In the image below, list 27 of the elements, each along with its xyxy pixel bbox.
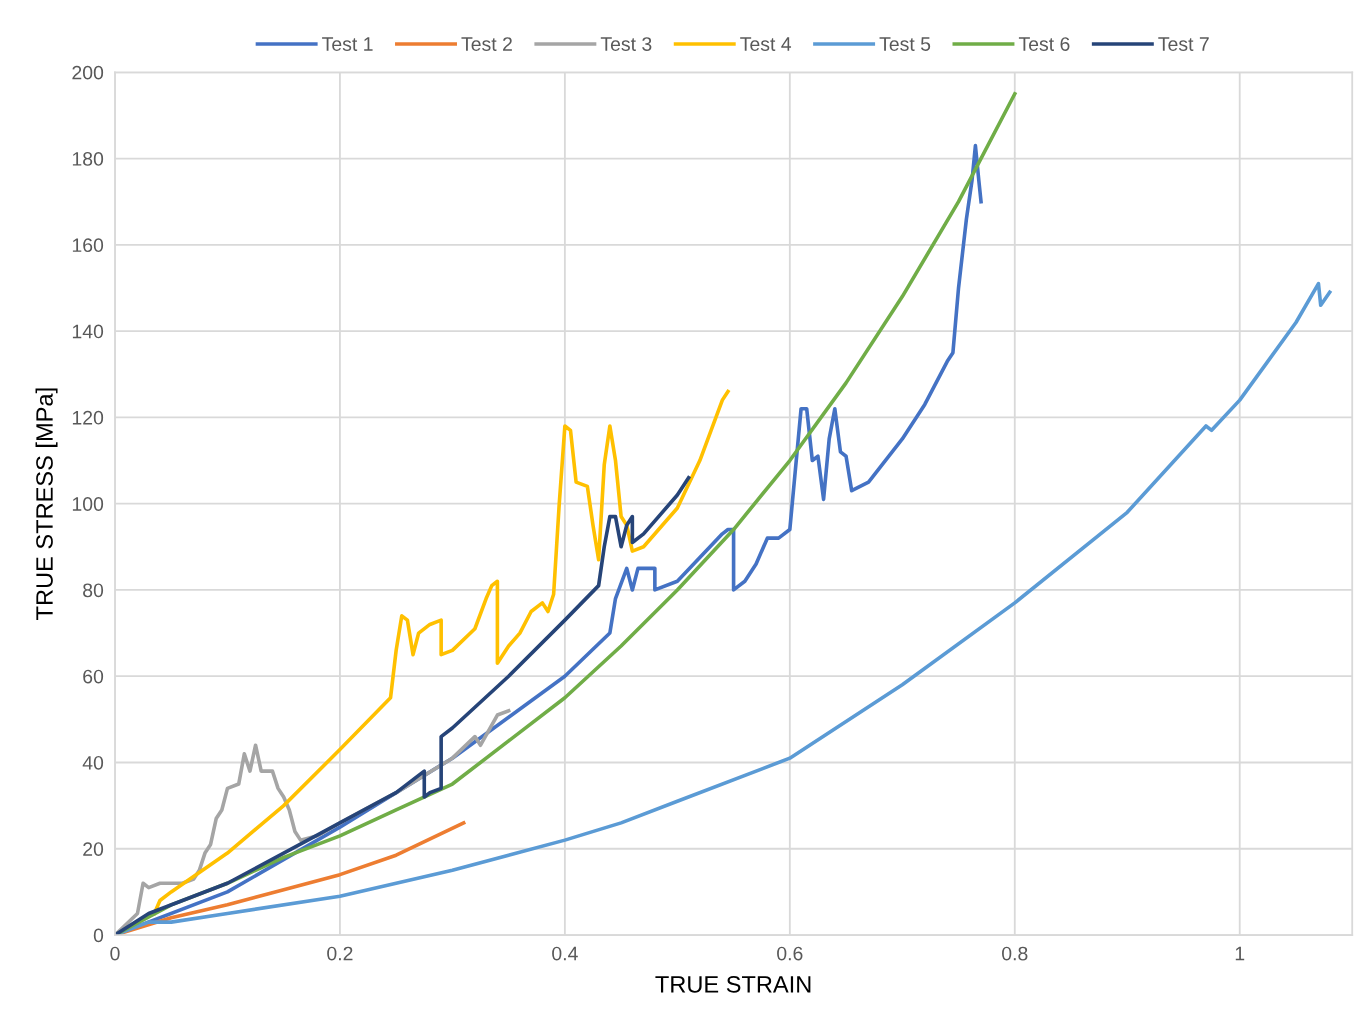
legend-label: Test 7 [1158,37,1209,51]
x-tick-label: 0.2 [327,946,353,961]
legend-label: Test 1 [322,37,373,51]
y-tick-label: 140 [72,324,104,339]
legend-label: Test 3 [600,37,652,51]
x-tick-label: 0.6 [777,946,803,961]
legend-label: Test 4 [740,37,792,51]
y-tick-label: 120 [72,410,104,425]
legend-label: Test 5 [879,37,931,51]
y-tick-label: 200 [72,65,104,80]
y-tick-label: 0 [93,928,104,943]
x-tick-label: 0 [110,946,120,961]
y-tick-label: 160 [72,238,104,253]
y-tick-label: 20 [83,842,104,856]
legend-label: Test 6 [1018,37,1070,51]
y-axis-title: TRUE STRESS [MPa] [35,388,58,620]
y-tick-label: 180 [72,152,104,166]
x-tick-label: 0.8 [1002,946,1028,961]
line-series [114,475,691,936]
legend-label: Test 2 [461,37,512,51]
y-tick-label: 100 [72,497,104,511]
y-tick-label: 80 [83,583,104,598]
y-tick-label: 60 [83,669,104,684]
x-tick-label: 0.4 [552,946,578,961]
x-axis-title: TRUE STRAIN [655,976,811,993]
y-tick-label: 40 [82,755,104,770]
x-tick-label: 1 [1235,946,1245,961]
